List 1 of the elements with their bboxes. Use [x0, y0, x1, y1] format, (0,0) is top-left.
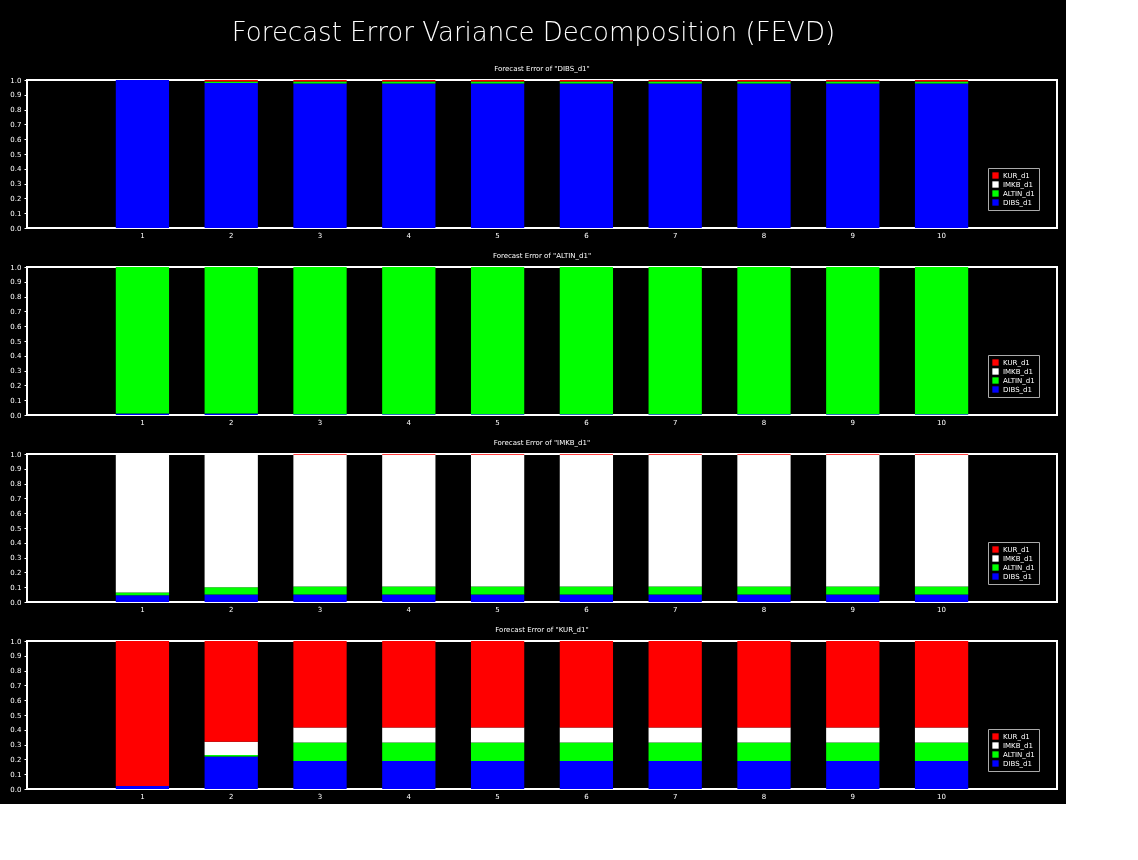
- chart-title: Forecast Error Variance Decomposition (FEVD): [231, 17, 836, 47]
